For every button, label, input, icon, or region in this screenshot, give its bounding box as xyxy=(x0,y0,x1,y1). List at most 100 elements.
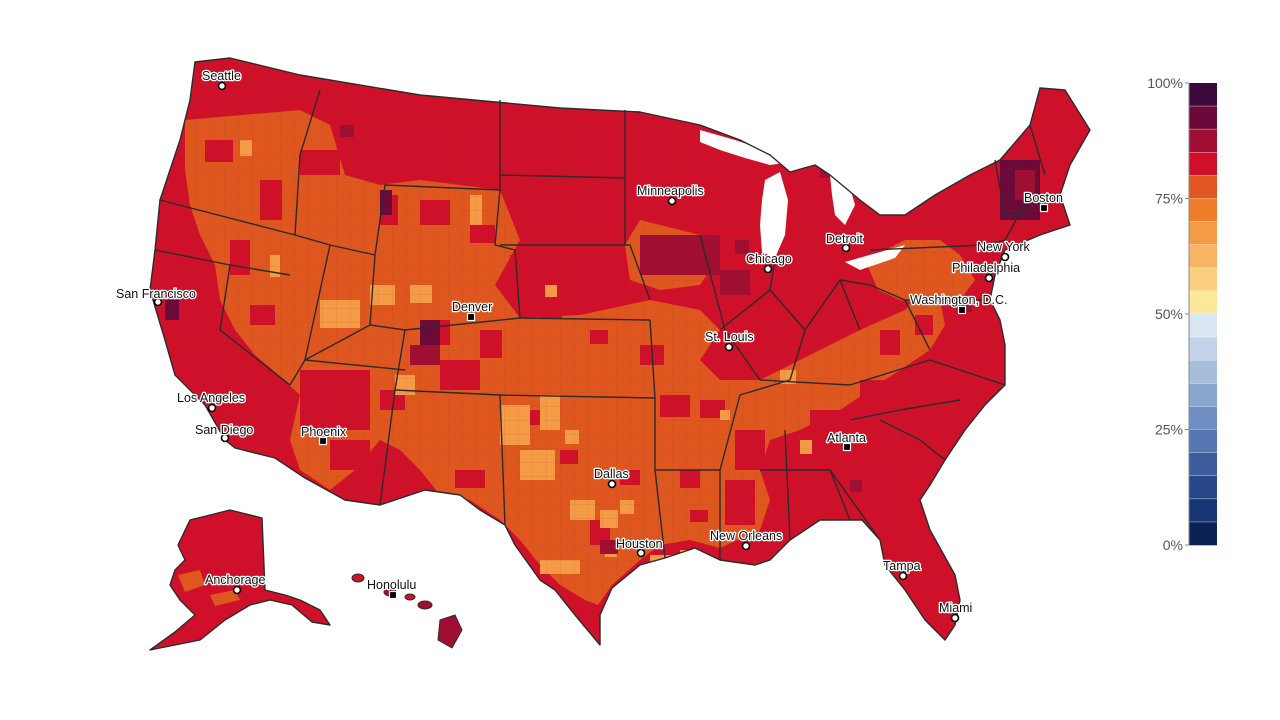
lake-huron-erie xyxy=(830,175,905,270)
state-border-line xyxy=(1029,124,1046,176)
state-border-line xyxy=(839,279,861,331)
state-border-line xyxy=(994,159,1031,216)
legend-bin xyxy=(1189,337,1217,361)
state-border-line xyxy=(289,359,406,386)
state-border-line xyxy=(849,399,961,421)
city-dallas: Dallas xyxy=(593,466,630,489)
city-label: Anchorage xyxy=(205,573,266,587)
hawaii-big-island xyxy=(437,614,463,649)
city-dot-marker xyxy=(1000,252,1010,262)
legend-bin xyxy=(1189,267,1217,292)
city-label: New York xyxy=(977,240,1031,254)
city-square-marker xyxy=(388,590,398,600)
legend-label: 0% xyxy=(1163,537,1183,553)
city-label: Tampa xyxy=(883,559,921,573)
city-new-orleans: New Orleans xyxy=(709,528,784,551)
state-border-line xyxy=(404,317,521,331)
state-border-line xyxy=(494,189,521,319)
city-dot-marker xyxy=(724,342,734,352)
state-border-line xyxy=(649,319,656,399)
city-label: Miami xyxy=(939,601,972,615)
legend-bin xyxy=(1189,198,1217,222)
alaska-shape xyxy=(149,509,331,651)
city-dot-marker xyxy=(667,196,677,206)
city-label: Detroit xyxy=(826,232,863,246)
legend-bin xyxy=(1189,383,1217,407)
city-miami: Miami xyxy=(938,600,974,623)
legend-bin xyxy=(1189,452,1217,476)
city-st-louis: St. Louis xyxy=(704,329,755,352)
city-dot-marker xyxy=(898,571,908,581)
legend-bin xyxy=(1189,106,1217,130)
state-border-line xyxy=(719,379,791,471)
city-anchorage: Anchorage xyxy=(204,572,267,595)
city-label: Honolulu xyxy=(367,578,416,592)
city-dot-marker xyxy=(763,264,773,274)
legend-bin xyxy=(1189,152,1217,176)
legend-bin xyxy=(1189,175,1217,199)
city-detroit: Detroit xyxy=(825,231,865,253)
state-border-line xyxy=(879,419,946,461)
city-label: San Diego xyxy=(195,423,253,437)
state-border-line xyxy=(299,89,321,156)
state-border-line xyxy=(500,244,651,301)
city-chicago: Chicago xyxy=(745,251,793,274)
city-dot-marker xyxy=(217,81,227,91)
state-border-line xyxy=(499,174,626,179)
city-label: Los Angeles xyxy=(177,391,245,405)
city-new-york: New York xyxy=(976,239,1032,262)
state-border-line xyxy=(759,359,1006,386)
state-borders xyxy=(149,57,1091,646)
legend-bin xyxy=(1189,429,1217,453)
city-label: St. Louis xyxy=(705,330,754,344)
state-border-line xyxy=(699,234,761,381)
state-border-line xyxy=(149,57,1091,646)
legend-bin xyxy=(1189,521,1217,546)
city-dot-marker xyxy=(841,243,851,253)
state-border-line xyxy=(369,324,406,506)
city-dot-marker xyxy=(232,585,242,595)
city-label: Philadelphia xyxy=(952,261,1020,275)
legend-bin xyxy=(1189,83,1217,107)
city-square-marker xyxy=(318,436,328,446)
city-label: San Francisco xyxy=(116,287,196,301)
city-denver: Denver xyxy=(451,299,494,322)
legend-bin xyxy=(1189,314,1217,338)
city-dot-marker xyxy=(153,297,163,307)
city-philadelphia: Philadelphia xyxy=(951,260,1021,283)
state-border-line xyxy=(654,469,666,559)
city-dot-marker xyxy=(607,479,617,489)
city-label: Atlanta xyxy=(827,431,866,445)
city-square-marker xyxy=(466,312,476,322)
city-label: Minneapolis xyxy=(637,184,704,198)
state-border-line xyxy=(329,184,501,256)
city-san-francisco: San Francisco xyxy=(115,286,197,307)
city-label: Boston xyxy=(1024,191,1063,205)
state-border-line xyxy=(984,194,1031,246)
city-minneapolis: Minneapolis xyxy=(636,183,705,206)
city-washington-d-c: Washington, D.C. xyxy=(909,292,1009,315)
alaska-orange-patch-2 xyxy=(210,590,240,606)
hawaii-island-4 xyxy=(417,600,433,610)
city-tampa: Tampa xyxy=(882,558,922,581)
city-los-angeles: Los Angeles xyxy=(176,390,246,413)
legend-bin xyxy=(1189,360,1217,384)
city-honolulu: Honolulu xyxy=(366,577,418,600)
city-label: Chicago xyxy=(746,252,792,266)
legend-bin xyxy=(1189,475,1217,500)
city-label: Phoenix xyxy=(301,425,347,439)
legend-bin xyxy=(1189,498,1217,523)
legend-label: 50% xyxy=(1155,306,1183,322)
city-label: Dallas xyxy=(594,467,629,481)
lake-superior xyxy=(700,130,790,165)
alaska-orange-patch xyxy=(178,570,205,592)
state-border-line xyxy=(499,394,656,399)
legend-bin xyxy=(1189,244,1217,269)
city-houston: Houston xyxy=(615,536,664,558)
city-phoenix: Phoenix xyxy=(300,424,348,446)
city-dot-marker xyxy=(950,613,960,623)
hawaii-island-1 xyxy=(351,573,365,583)
city-square-marker xyxy=(957,305,967,315)
city-seattle: Seattle xyxy=(201,68,242,91)
